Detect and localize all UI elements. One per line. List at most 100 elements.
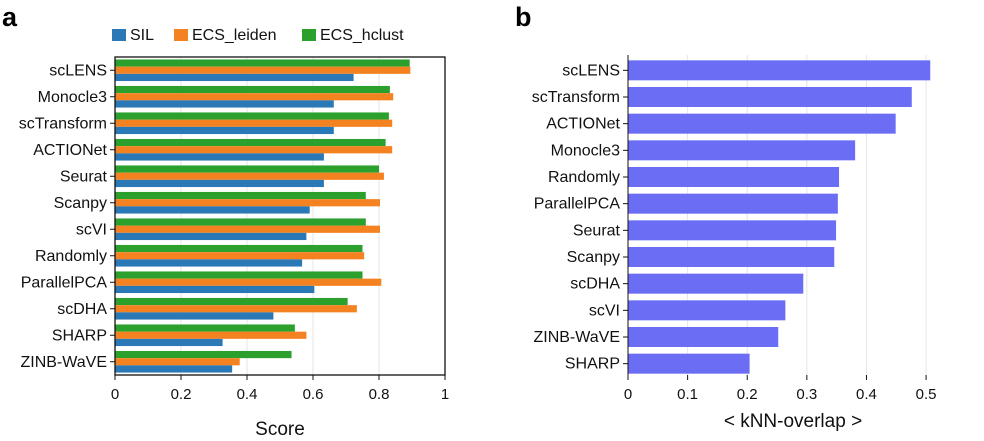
bar-monocle3-sil [115, 100, 334, 108]
bar-sclens [628, 60, 931, 81]
category-label-seurat: Seurat [573, 222, 621, 239]
chart-a-score: scLENS Monocle3 scTransform ACTIONet Seurat S… [19, 27, 449, 440]
bar-zinb-wave [628, 327, 779, 347]
bar-actionet-ecs-hclust [115, 138, 386, 147]
category-label-scanpy: Scanpy [567, 249, 620, 266]
x-tick-label: 0.3 [796, 386, 817, 403]
category-label-scvi: scVI [76, 221, 107, 238]
bar-sctransform-sil [115, 126, 334, 135]
bar-scanpy-ecs-hclust [115, 191, 366, 200]
bar-parallelpca-ecs-hclust [115, 271, 363, 279]
chart-b-x-axis-title: < kNN-overlap > [724, 411, 862, 432]
bar-seurat-sil [115, 179, 324, 188]
chart-a-x-ticks: 0 0.2 0.4 0.6 0.8 1 [111, 375, 449, 403]
bar-sclens-ecs-hclust [115, 59, 410, 67]
category-label-seurat: Seurat [60, 168, 108, 185]
x-tick-label: 0 [624, 386, 632, 403]
bar-seurat-ecs-leiden [115, 172, 384, 180]
x-tick-label: 0.6 [303, 386, 324, 403]
bar-monocle3-ecs-leiden [115, 93, 394, 101]
legend-swatch-sil [112, 29, 126, 41]
bar-randomly [628, 167, 840, 187]
bar-randomly-ecs-hclust [115, 244, 363, 253]
bar-zinb-wave-ecs-leiden [115, 358, 240, 366]
bar-randomly-ecs-leiden [115, 252, 365, 260]
x-tick-label: 0.2 [737, 386, 758, 403]
bar-scanpy-sil [115, 206, 310, 214]
bar-monocle3 [628, 140, 856, 161]
chart-a-category-labels: scLENS Monocle3 scTransform ACTIONet Seurat S… [19, 62, 115, 371]
category-label-actionet: ACTIONet [33, 142, 107, 159]
category-label-scvi: scVI [589, 302, 620, 319]
bar-sctransform-ecs-hclust [115, 112, 389, 120]
bar-monocle3-ecs-hclust [115, 85, 390, 94]
legend-swatch-ecs-hclust [302, 29, 316, 41]
x-tick-label: 0.8 [369, 386, 390, 403]
chart-b-category-labels: scLENS scTransform ACTIONet Monocle3 Randoml… [532, 62, 628, 373]
bar-actionet-sil [115, 153, 324, 161]
bar-sharp-ecs-leiden [115, 331, 307, 339]
bar-scvi-ecs-hclust [115, 218, 366, 226]
chart-a-bars [115, 59, 411, 373]
category-label-scdha: scDHA [570, 276, 620, 293]
legend-label-ecs-leiden: ECS_leiden [192, 27, 277, 44]
bar-randomly-sil [115, 259, 303, 267]
category-label-parallelpca: ParallelPCA [21, 274, 108, 291]
category-label-parallelpca: ParallelPCA [534, 196, 621, 213]
bar-sclens-sil [115, 73, 354, 82]
legend-label-sil: SIL [130, 27, 154, 44]
bar-zinb-wave-ecs-hclust [115, 350, 292, 359]
panel-b-letter: b [515, 2, 532, 32]
category-label-sctransform: scTransform [19, 115, 107, 132]
category-label-monocle3: Monocle3 [38, 89, 107, 106]
legend-label-ecs-hclust: ECS_hclust [320, 27, 404, 44]
bar-actionet-ecs-leiden [115, 146, 393, 154]
category-label-sclens: scLENS [562, 62, 620, 79]
x-tick-label: 0 [111, 386, 119, 403]
x-tick-label: 0.2 [171, 386, 192, 403]
x-tick-label: 1 [441, 386, 449, 403]
bar-sharp-sil [115, 338, 223, 347]
category-label-sharp: SHARP [52, 327, 107, 344]
bar-scanpy [628, 247, 835, 267]
bar-sctransform-ecs-leiden [115, 119, 393, 127]
category-label-randomly: Randomly [548, 169, 620, 186]
x-tick-label: 0.4 [856, 386, 877, 403]
bar-sclens-ecs-leiden [115, 66, 411, 74]
bar-sharp-ecs-hclust [115, 324, 295, 332]
bar-sctransform [628, 87, 912, 107]
x-tick-label: 0.5 [916, 386, 937, 403]
bar-zinb-wave-sil [115, 365, 233, 373]
category-label-zinb-wave: ZINB-WaVE [20, 354, 107, 371]
panel-a-letter: a [2, 2, 18, 32]
bar-scvi [628, 300, 786, 321]
chart-a-legend: SIL ECS_leiden ECS_hclust [112, 27, 404, 44]
category-label-zinb-wave: ZINB-WaVE [533, 329, 620, 346]
bar-scdha [628, 273, 804, 294]
legend-swatch-ecs-leiden [174, 29, 188, 41]
bar-parallelpca [628, 193, 838, 214]
bar-parallelpca-sil [115, 285, 315, 294]
bar-scdha-ecs-hclust [115, 297, 348, 306]
bar-parallelpca-ecs-leiden [115, 278, 382, 286]
chart-b-bars [628, 60, 931, 374]
category-label-sharp: SHARP [565, 356, 620, 373]
chart-a-frame [114, 56, 446, 376]
x-tick-label: 0.4 [237, 386, 258, 403]
chart-a-x-axis-title: Score [255, 419, 305, 440]
bar-scdha-sil [115, 312, 274, 320]
chart-b-knn-overlap: scLENS scTransform ACTIONet Monocle3 Randoml… [532, 55, 937, 432]
bar-seurat-ecs-hclust [115, 165, 379, 173]
bar-seurat [628, 220, 837, 241]
category-label-sclens: scLENS [49, 62, 107, 79]
bar-scvi-sil [115, 232, 307, 241]
bar-scanpy-ecs-leiden [115, 199, 380, 207]
bar-scdha-ecs-leiden [115, 305, 357, 313]
bar-sharp [628, 353, 750, 374]
category-label-sctransform: scTransform [532, 89, 620, 106]
category-label-scdha: scDHA [57, 301, 107, 318]
x-tick-label: 0.1 [677, 386, 698, 403]
bar-scvi-ecs-leiden [115, 225, 380, 233]
category-label-monocle3: Monocle3 [551, 142, 620, 159]
